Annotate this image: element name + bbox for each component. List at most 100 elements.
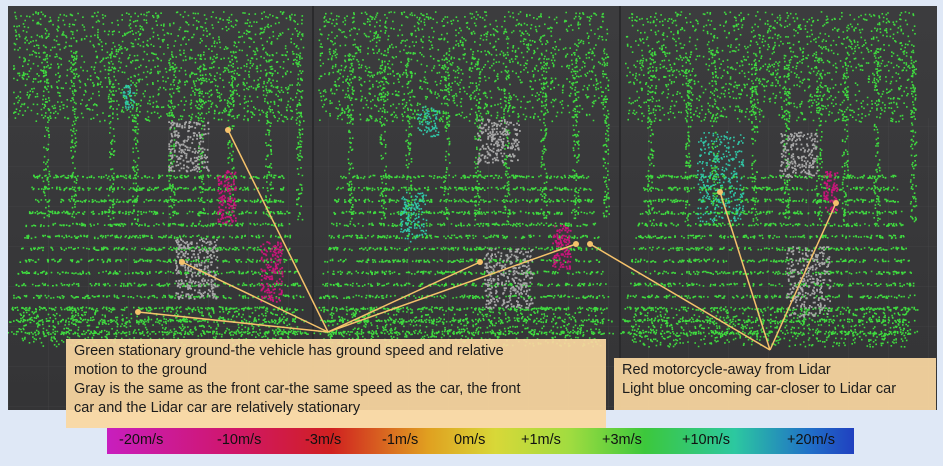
ground-points-stripe [17,270,299,276]
ground-points-trunk [711,51,719,222]
ground-points-stripe [13,294,305,300]
ground-points-trunk [602,52,610,218]
ground-points-stripe [637,222,904,228]
front-car-points [779,131,819,179]
leader-line [327,243,577,333]
ground-points-stripe [11,306,304,312]
ground-points-stripe [626,294,916,299]
ground-points-stripe [15,282,302,288]
ground-points-stripe [19,258,298,264]
annotation-line: Green stationary ground-the vehicle has … [74,343,504,359]
ground-points-stripe [643,198,899,204]
leader-line [719,191,771,351]
ground-points-stripe [31,186,285,192]
ground-points-base [630,306,912,348]
lidar-point-cloud-panel [8,6,937,410]
scale-label: +1m/s [521,432,561,448]
ground-points-stripe [328,234,600,240]
leader-line [327,261,481,333]
ground-points-stripe [630,282,915,288]
ground-points-trunk [346,53,354,223]
motorcycle-points [552,224,572,271]
scale-label: -3m/s [305,432,342,448]
leader-line [227,129,329,333]
ground-points-stripe [322,282,607,288]
ground-points-canopy [625,11,917,123]
ground-points-trunk [405,51,413,223]
leader-endpoint [587,241,593,247]
ground-points-trunk [841,52,849,222]
scale-label: +20m/s [787,432,835,448]
ground-points-trunk [815,51,823,223]
motorcycle-points [217,170,237,226]
ground-points-stripe [21,246,291,252]
leader-endpoint [573,241,579,247]
motorcycle-points [260,241,284,303]
ground-points-stripe [331,222,597,228]
ground-points-trunk [107,52,116,221]
annotation-line: motion to the ground [74,362,208,378]
ground-points-base [18,306,299,348]
annotation-leader-lines [135,127,839,351]
scale-label: -10m/s [217,432,262,448]
scale-label: 0m/s [454,432,486,448]
scale-label: +10m/s [682,432,730,448]
ground-points-stripe [334,198,594,204]
front-car-points [786,246,832,318]
oncoming-car-points [400,191,428,243]
leader-line [137,311,329,333]
leader-endpoint [477,259,483,265]
ground-points-trunk [473,57,482,221]
ground-points-stripe [340,174,590,180]
ground-points-stripe [635,234,905,240]
oncoming-car-points [697,131,745,223]
ground-points-stripe [624,306,919,312]
scale-label: -20m/s [119,432,164,448]
ground-points-stripe [336,186,592,192]
ground-points-trunk [540,52,548,219]
ground-and-front-car-annotation: Green stationary ground-the vehicle has … [66,339,606,428]
leader-endpoint [225,127,231,133]
annotation-line: car and the Lidar car are relatively sta… [74,400,361,416]
scale-label: -1m/s [382,432,419,448]
ground-points-stripe [24,234,292,240]
ground-points-stripe [328,246,602,252]
leader-endpoint [135,309,141,315]
front-car-points [175,238,219,300]
ground-points-stripe [333,210,595,216]
ground-points-stripe [622,318,916,324]
ground-points-stripe [319,294,610,300]
leader-line [769,202,837,351]
ground-points-trunk [295,52,304,221]
ground-points-stripe [25,222,291,228]
ground-points-trunk [227,51,235,223]
annotation-line: Gray is the same as the front car-the sa… [74,381,521,397]
velocity-color-scale: -20m/s -10m/s -3m/s -1m/s 0m/s +1m/s +3m… [107,428,854,454]
leader-endpoint [179,259,185,265]
front-car-points [168,121,210,173]
leader-line [181,261,329,333]
oncoming-car-points [122,84,136,110]
ground-points-trunk [873,51,881,222]
ground-points-stripe [33,174,285,180]
annotation-line: Light blue oncoming car-closer to Lidar … [622,381,897,397]
ground-points-stripe [633,246,907,252]
motorcycle-and-oncoming-car-annotation: Red motorcycle-away from Lidar Light blu… [614,358,936,410]
annotation-line: Red motorcycle-away from Lidar [622,362,831,378]
ground-points-trunk [684,56,692,223]
ground-points-trunk [168,51,176,219]
ground-points-trunk [751,52,759,222]
ground-points-stripe [631,258,910,264]
ground-points-stripe [631,270,912,276]
ground-points-trunk [70,51,78,219]
ground-points-stripe [643,186,899,192]
ground-points-trunk [42,51,51,219]
ground-points-stripe [324,258,601,264]
oncoming-car-points [417,106,441,138]
leader-endpoint [717,189,723,195]
front-car-points [477,118,521,165]
ground-points-stripe [28,210,291,216]
ground-points-stripe [645,174,897,180]
scale-label: +3m/s [602,432,642,448]
ground-points-base [323,306,605,348]
